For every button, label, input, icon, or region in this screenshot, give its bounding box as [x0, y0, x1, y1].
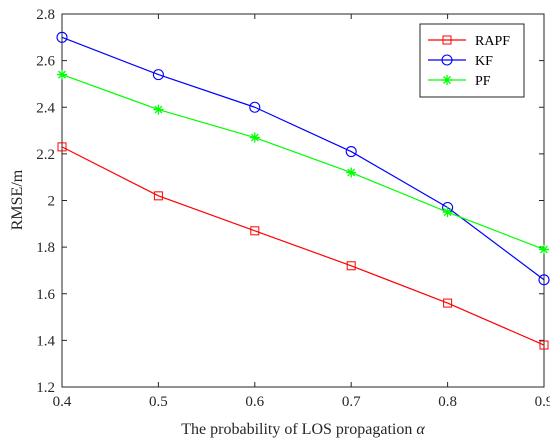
legend-marker	[441, 54, 453, 66]
x-tick-label: 0.5	[149, 394, 168, 410]
series-line-kf	[61, 36, 545, 281]
data-point	[249, 132, 260, 143]
data-point	[539, 340, 549, 350]
y-tick-label: 2.8	[36, 7, 55, 23]
x-axis-label-text: The probability of LOS propagation	[181, 421, 412, 438]
y-tick-label: 1.2	[36, 380, 55, 396]
data-point	[346, 167, 357, 178]
data-point	[57, 142, 67, 152]
data-point	[345, 145, 357, 158]
series-line-pf	[61, 74, 545, 251]
series-layer	[56, 31, 550, 350]
x-tick-label: 0.4	[53, 394, 72, 410]
data-point	[249, 101, 261, 113]
x-axis-label: The probability of LOS propagation α	[181, 421, 425, 438]
legend-label: RAPF	[475, 34, 510, 49]
x-tick-label: 0.7	[342, 394, 361, 410]
data-point	[152, 69, 164, 81]
data-point	[153, 104, 164, 115]
legend-marker	[442, 75, 452, 85]
series-line-rapf	[61, 146, 545, 346]
y-tick-label: 1.8	[36, 240, 55, 256]
legend-item-pf: PF	[428, 74, 491, 89]
data-point	[57, 69, 67, 80]
data-point	[443, 298, 453, 308]
data-point	[538, 274, 550, 286]
legend-label: PF	[475, 74, 491, 89]
y-tick-label: 1.4	[36, 333, 55, 349]
data-point	[56, 31, 68, 43]
series-pf	[57, 69, 549, 255]
x-tick-label: 0.6	[245, 394, 264, 410]
x-tick-label: 0.8	[438, 394, 457, 410]
legend: RAPF KF PF	[419, 23, 525, 98]
legend-items: RAPF KF PF	[428, 34, 510, 89]
data-point	[250, 226, 260, 236]
legend-marker	[442, 35, 452, 45]
legend-label: KF	[475, 54, 493, 69]
axis-ticks: 0.4 0.5 0.6 0.7 0.8 0.9 1.2 1.4 1.6 1.8 2 2.2 2.4 2.6…	[36, 7, 550, 410]
series-rapf	[57, 142, 549, 350]
data-point	[346, 261, 356, 271]
y-tick-label: 1.6	[36, 287, 55, 303]
legend-item-kf: KF	[428, 54, 493, 69]
y-tick-label: 2.4	[36, 100, 55, 116]
y-tick-label: 2.2	[36, 147, 55, 163]
x-axis-label-symbol: α	[416, 421, 425, 438]
x-tick-label: 0.9	[535, 394, 550, 410]
legend-item-rapf: RAPF	[428, 34, 510, 49]
y-axis-label: RMSE/m	[9, 169, 26, 230]
y-tick-label: 2.6	[36, 54, 55, 70]
data-point	[442, 207, 453, 218]
data-point	[539, 244, 549, 255]
y-tick-label: 2	[48, 194, 56, 210]
data-point	[153, 191, 163, 201]
